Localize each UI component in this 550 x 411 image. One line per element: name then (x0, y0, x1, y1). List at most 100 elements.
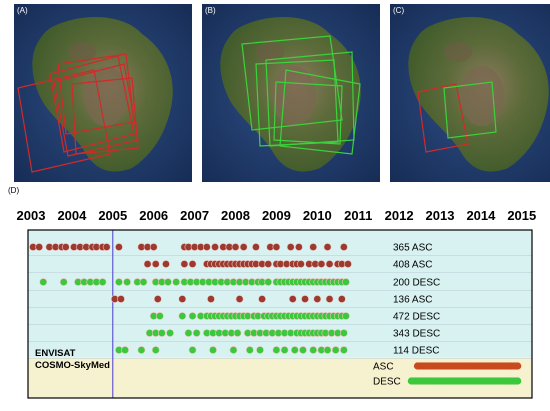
acquisition-dot (229, 346, 238, 354)
acquisition-dot (117, 295, 125, 303)
track-label: 136 ASC (393, 295, 432, 306)
track-114-desc (115, 346, 348, 354)
acquisition-dot (123, 278, 132, 286)
acquisition-dot (188, 260, 197, 268)
acquisition-dot (115, 243, 123, 251)
year-tick-2004: 2004 (57, 208, 87, 223)
map-panel-b: (B) (202, 4, 380, 182)
frames-envisat-a (17, 53, 139, 173)
track-asc (413, 362, 522, 370)
acquisition-dot (272, 243, 281, 251)
panel-label-c: (C) (393, 6, 405, 15)
map-panel-a: (A) (14, 4, 192, 182)
acquisition-dot (202, 243, 211, 251)
acquisition-dot (151, 346, 160, 354)
track-rows (29, 243, 522, 385)
acquisition-dot (143, 260, 152, 268)
acquisition-dot (121, 346, 129, 354)
acquisition-dot (294, 243, 303, 251)
year-tick-2009: 2009 (262, 208, 291, 223)
acquisition-dot (98, 278, 107, 286)
acquisition-dot (337, 295, 346, 303)
acquisition-dot (299, 346, 307, 354)
map-panel-c: (C) (390, 4, 550, 182)
acquisition-dot (339, 329, 348, 337)
acquisition-dot (211, 243, 219, 251)
satellite-map-c (390, 4, 550, 182)
acquisition-dot (207, 295, 215, 303)
timeline-frame (27, 229, 533, 399)
frame-cosmo-asc (417, 83, 469, 153)
acquisition-dot (162, 260, 170, 268)
acquisition-dot (184, 329, 193, 337)
acquisition-dot (325, 260, 334, 268)
frame-cosmo-desc (443, 81, 497, 139)
acquisition-dot (317, 260, 326, 268)
acquisition-dot (339, 243, 348, 251)
track-label: 343 DESC (393, 329, 440, 340)
acquisition-dot (157, 329, 166, 337)
acquisition-dot (139, 278, 148, 286)
track-gridlines (28, 255, 532, 359)
panel-label-a: (A) (17, 6, 28, 15)
track-desc (407, 377, 522, 385)
track-label: 200 DESC (393, 278, 440, 289)
track-136-asc (110, 295, 346, 303)
legend-cosmo-skymed: COSMO-SkyMed (35, 360, 110, 371)
acquisition-dot (297, 260, 305, 268)
acquisition-dot (256, 346, 264, 354)
year-tick-2012: 2012 (385, 208, 414, 223)
year-tick-2015: 2015 (507, 208, 536, 223)
track-label: 114 DESC (393, 346, 440, 357)
panel-label-d: (D) (8, 186, 20, 195)
acquisition-dot (264, 278, 273, 286)
legend-envisat: ENVISAT (35, 348, 76, 359)
acquisition-dot (514, 362, 522, 370)
acquisition-dot (325, 295, 334, 303)
acquisition-dot (172, 278, 181, 286)
acquisition-dot (309, 346, 318, 354)
acquisition-dot (272, 346, 281, 354)
acquisition-dot (290, 346, 299, 354)
satellite-map-b (202, 4, 380, 182)
acquisition-dot (59, 278, 68, 286)
track-label: 408 ASC (393, 260, 432, 271)
acquisition-dot (339, 346, 348, 354)
acquisition-dot (323, 346, 332, 354)
acquisition-dot (102, 243, 111, 251)
acquisition-dot (151, 260, 160, 268)
year-tick-2011: 2011 (344, 208, 372, 223)
acquisition-dot (231, 243, 240, 251)
acquisition-dot (342, 278, 350, 286)
year-tick-2014: 2014 (466, 208, 496, 223)
track-408-asc (143, 260, 352, 268)
track-label: ASC (373, 362, 394, 373)
track-labels: 365 ASC 408 ASC 200 DESC 136 ASC 472 DESC 343… (373, 243, 440, 388)
acquisition-dot (342, 312, 350, 320)
acquisition-dot (309, 243, 318, 251)
panel-label-b: (B) (205, 6, 216, 15)
acquisition-dot (39, 278, 48, 286)
acquisition-dot (264, 260, 273, 268)
acquisition-dot (188, 312, 197, 320)
acquisition-dot (313, 295, 322, 303)
track-343-desc (145, 329, 348, 337)
year-tick-2008: 2008 (221, 208, 250, 223)
satellite-map-a (14, 4, 192, 182)
acquisition-dot (233, 329, 242, 337)
acquisition-dot (323, 243, 332, 251)
year-tick-2003: 2003 (17, 208, 46, 223)
acquisition-dot (258, 295, 266, 303)
acquisition-dot (245, 346, 254, 354)
acquisition-dot (192, 329, 201, 337)
acquisition-dot (286, 243, 295, 251)
year-tick-2006: 2006 (139, 208, 168, 223)
track-472-desc (149, 312, 350, 320)
acquisition-dot (180, 260, 189, 268)
acquisition-dot (344, 260, 352, 268)
track-365-asc (29, 243, 348, 251)
year-tick-2013: 2013 (426, 208, 455, 223)
year-tick-2007: 2007 (180, 208, 209, 223)
acquisition-dot (164, 278, 172, 286)
acquisition-dot (149, 243, 158, 251)
